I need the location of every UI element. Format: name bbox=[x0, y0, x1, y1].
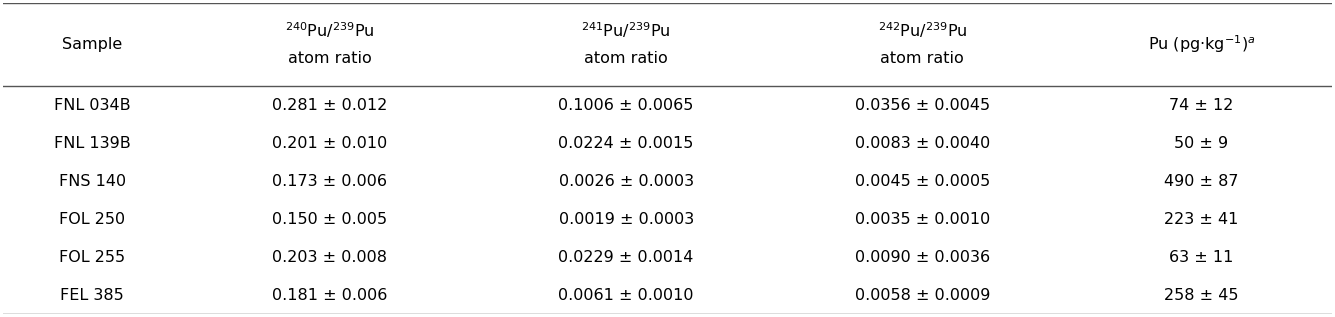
Text: atom ratio: atom ratio bbox=[585, 51, 668, 67]
Text: 0.201 ± 0.010: 0.201 ± 0.010 bbox=[272, 136, 387, 151]
Text: 0.1006 ± 0.0065: 0.1006 ± 0.0065 bbox=[558, 98, 694, 113]
Text: atom ratio: atom ratio bbox=[288, 51, 372, 67]
Text: 0.0061 ± 0.0010: 0.0061 ± 0.0010 bbox=[558, 288, 694, 303]
Text: FOL 250: FOL 250 bbox=[59, 212, 125, 227]
Text: 0.0058 ± 0.0009: 0.0058 ± 0.0009 bbox=[854, 288, 991, 303]
Text: 0.181 ± 0.006: 0.181 ± 0.006 bbox=[272, 288, 387, 303]
Text: 0.150 ± 0.005: 0.150 ± 0.005 bbox=[272, 212, 387, 227]
Text: 0.0035 ± 0.0010: 0.0035 ± 0.0010 bbox=[854, 212, 991, 227]
Text: 258 ± 45: 258 ± 45 bbox=[1164, 288, 1239, 303]
Text: $^{241}$Pu/$^{239}$Pu: $^{241}$Pu/$^{239}$Pu bbox=[582, 20, 672, 40]
Text: $^{242}$Pu/$^{239}$Pu: $^{242}$Pu/$^{239}$Pu bbox=[877, 20, 967, 40]
Text: FEL 385: FEL 385 bbox=[60, 288, 124, 303]
Text: 0.0356 ± 0.0045: 0.0356 ± 0.0045 bbox=[854, 98, 991, 113]
Text: Pu (pg·kg$^{-1}$)$^{a}$: Pu (pg·kg$^{-1}$)$^{a}$ bbox=[1148, 34, 1255, 55]
Text: 0.0090 ± 0.0036: 0.0090 ± 0.0036 bbox=[854, 250, 991, 265]
Text: 0.173 ± 0.006: 0.173 ± 0.006 bbox=[272, 174, 387, 189]
Text: 74 ± 12: 74 ± 12 bbox=[1169, 98, 1234, 113]
Text: Sample: Sample bbox=[63, 37, 123, 52]
Text: 0.0224 ± 0.0015: 0.0224 ± 0.0015 bbox=[558, 136, 694, 151]
Text: FNS 140: FNS 140 bbox=[59, 174, 125, 189]
Text: FOL 255: FOL 255 bbox=[59, 250, 125, 265]
Text: FNL 034B: FNL 034B bbox=[53, 98, 131, 113]
Text: 0.281 ± 0.012: 0.281 ± 0.012 bbox=[272, 98, 387, 113]
Text: 50 ± 9: 50 ± 9 bbox=[1175, 136, 1228, 151]
Text: 490 ± 87: 490 ± 87 bbox=[1164, 174, 1239, 189]
Text: 223 ± 41: 223 ± 41 bbox=[1164, 212, 1239, 227]
Text: $^{240}$Pu/$^{239}$Pu: $^{240}$Pu/$^{239}$Pu bbox=[286, 20, 375, 40]
Text: FNL 139B: FNL 139B bbox=[53, 136, 131, 151]
Text: 63 ± 11: 63 ± 11 bbox=[1169, 250, 1234, 265]
Text: atom ratio: atom ratio bbox=[881, 51, 964, 67]
Text: 0.0045 ± 0.0005: 0.0045 ± 0.0005 bbox=[854, 174, 991, 189]
Text: 0.203 ± 0.008: 0.203 ± 0.008 bbox=[272, 250, 387, 265]
Text: 0.0083 ± 0.0040: 0.0083 ± 0.0040 bbox=[854, 136, 991, 151]
Text: 0.0229 ± 0.0014: 0.0229 ± 0.0014 bbox=[558, 250, 694, 265]
Text: 0.0026 ± 0.0003: 0.0026 ± 0.0003 bbox=[558, 174, 694, 189]
Text: 0.0019 ± 0.0003: 0.0019 ± 0.0003 bbox=[558, 212, 694, 227]
